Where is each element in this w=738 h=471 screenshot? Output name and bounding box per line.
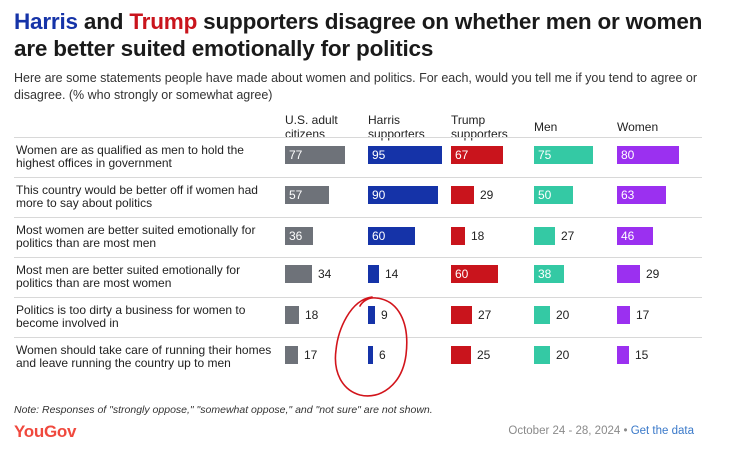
- bar-men: [534, 186, 573, 204]
- chart-note: Note: Responses of "strongly oppose," "s…: [14, 404, 433, 416]
- bar-value-label: 34: [318, 267, 332, 281]
- bar-harris: [368, 146, 442, 164]
- bar-value-label: 80: [621, 148, 635, 162]
- bar-value-label: 27: [478, 308, 492, 322]
- bar-harris: [368, 346, 373, 364]
- bar-women: [617, 346, 629, 364]
- row-label: Politics is too dirty a business for wom…: [16, 303, 246, 330]
- bar-value-label: 15: [635, 348, 649, 362]
- bar-value-label: 95: [372, 148, 386, 162]
- bar-value-label: 60: [455, 267, 469, 281]
- bar-trump: [451, 306, 472, 324]
- bar-value-label: 77: [289, 148, 303, 162]
- bar-trump: [451, 227, 465, 245]
- bar-value-label: 90: [372, 188, 386, 202]
- bar-men: [534, 146, 593, 164]
- bar-value-label: 36: [289, 229, 303, 243]
- title-trump: Trump: [129, 9, 198, 34]
- bar-value-label: 18: [471, 229, 485, 243]
- bar-men: [534, 227, 555, 245]
- bar-us_adults: [285, 146, 345, 164]
- row-label: Most women are better suited emotionally…: [16, 223, 256, 250]
- bar-harris: [368, 227, 415, 245]
- footer-date: October 24 - 28, 2024: [508, 425, 621, 437]
- column-header-men: Men: [534, 120, 558, 134]
- bar-men: [534, 346, 550, 364]
- bar-value-label: 46: [621, 229, 635, 243]
- bar-trump: [451, 146, 503, 164]
- bar-women: [617, 265, 640, 283]
- row-label: Women should take care of running their …: [16, 343, 272, 370]
- bar-value-label: 18: [305, 308, 319, 322]
- bar-value-label: 50: [538, 188, 552, 202]
- row-divider: [14, 297, 702, 298]
- bar-value-label: 20: [556, 348, 570, 362]
- bar-value-label: 17: [304, 348, 318, 362]
- bar-value-label: 67: [455, 148, 469, 162]
- bar-us_adults: [285, 186, 329, 204]
- chart-subtitle: Here are some statements people have mad…: [14, 71, 698, 102]
- bar-us_adults: [285, 227, 313, 245]
- bar-harris: [368, 306, 375, 324]
- column-header-women: Women: [617, 120, 659, 134]
- bar-value-label: 63: [621, 188, 635, 202]
- get-the-data-link[interactable]: Get the data: [630, 425, 694, 437]
- bar-value-label: 14: [385, 267, 399, 281]
- bar-women: [617, 146, 679, 164]
- bar-us_adults: [285, 306, 299, 324]
- bar-value-label: 60: [372, 229, 386, 243]
- bar-trump: [451, 346, 471, 364]
- row-divider: [14, 337, 702, 338]
- bar-value-label: 27: [561, 229, 575, 243]
- bar-value-label: 29: [646, 267, 660, 281]
- bar-women: [617, 227, 653, 245]
- bar-women: [617, 306, 630, 324]
- bar-women: [617, 186, 666, 204]
- bar-trump: [451, 265, 498, 283]
- row-divider: [14, 177, 702, 178]
- bar-value-label: 17: [636, 308, 650, 322]
- bar-us_adults: [285, 265, 312, 283]
- bar-men: [534, 306, 550, 324]
- row-divider: [14, 137, 702, 138]
- bar-value-label: 75: [538, 148, 552, 162]
- chart-title: Harris and Trump supporters disagree on …: [14, 8, 714, 62]
- bar-value-label: 38: [538, 267, 552, 281]
- bar-value-label: 6: [379, 348, 386, 362]
- bar-trump: [451, 186, 474, 204]
- row-label: This country would be better off if wome…: [16, 183, 258, 210]
- bar-value-label: 20: [556, 308, 570, 322]
- bar-value-label: 57: [289, 188, 303, 202]
- yougov-logo: YouGov: [14, 422, 77, 441]
- bar-value-label: 29: [480, 188, 494, 202]
- bar-value-label: 25: [477, 348, 491, 362]
- footer: October 24 - 28, 2024 • Get the data: [508, 425, 694, 437]
- row-label: Women are as qualified as men to hold th…: [16, 143, 244, 170]
- title-harris: Harris: [14, 9, 78, 34]
- bar-harris: [368, 265, 379, 283]
- bar-harris: [368, 186, 438, 204]
- bar-value-label: 9: [381, 308, 388, 322]
- row-label: Most men are better suited emotionally f…: [16, 263, 241, 290]
- title-rest: supporters disagree on whether men or wo…: [14, 9, 703, 61]
- title-and: and: [77, 9, 130, 34]
- bar-us_adults: [285, 346, 298, 364]
- bar-men: [534, 265, 564, 283]
- footer-separator: •: [620, 425, 631, 437]
- row-divider: [14, 217, 702, 218]
- row-divider: [14, 257, 702, 258]
